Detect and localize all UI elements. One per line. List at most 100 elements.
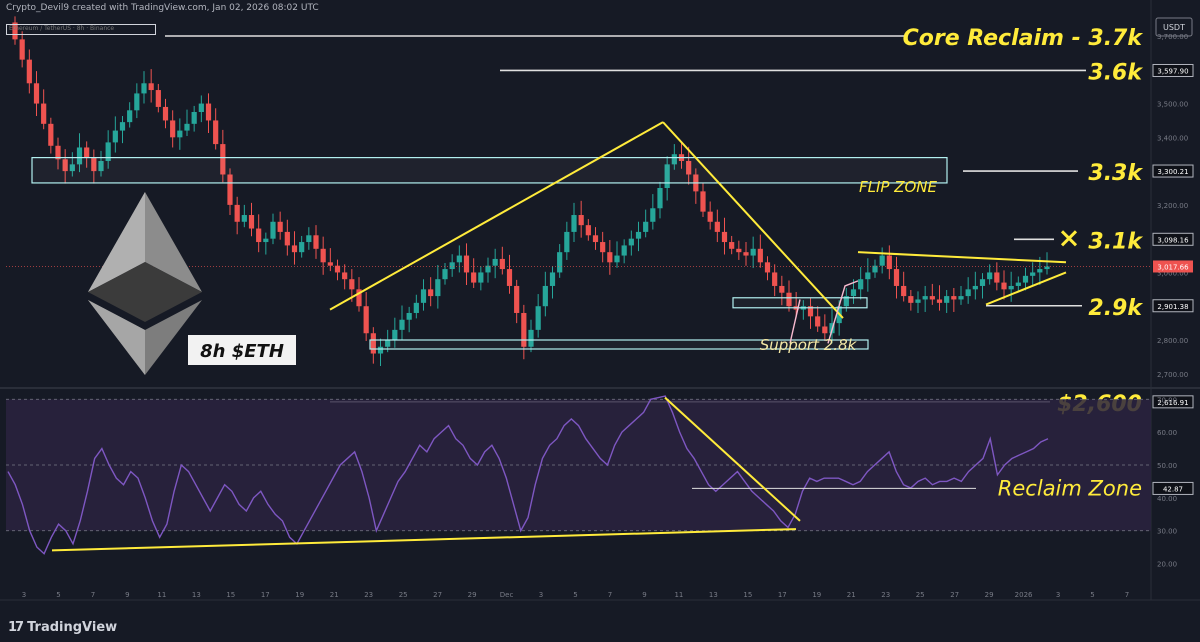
tradingview-icon: 17 [8,620,24,635]
candle-body [76,147,83,165]
candle-body [822,326,828,334]
time-tick-label: 15 [226,591,235,599]
time-tick-label: 5 [1090,591,1094,599]
candle-body [750,248,756,256]
candle-body [893,269,900,286]
price-tag-box [1152,63,1194,77]
tradingview-logo[interactable]: 17 TradingView [8,620,117,635]
candle-body [535,306,541,330]
time-tick-label: 23 [881,591,890,599]
price-tick-label: 3,500.00 [1157,101,1188,109]
flip-zone-label: FLIP ZONE [859,178,938,196]
candle-body [521,312,527,347]
candle-body [112,130,118,143]
candle-body [600,242,606,253]
rsi-tick-label: 70.00 [1157,396,1177,404]
time-tick-label: 9 [125,591,129,599]
currency-badge [1155,17,1193,37]
candle-body [406,312,412,320]
candle-body [98,160,104,172]
candle-body [571,215,577,232]
candle-body [786,292,792,307]
candle-body [442,269,448,280]
time-tick-label: 17 [778,591,787,599]
time-tick-label: 17 [261,591,270,599]
time-tick-label: 3 [22,591,26,599]
candle-body [320,248,326,263]
candle-body [994,272,1000,283]
price-tick-label: 3,000.00 [1157,269,1188,277]
candle-body [987,272,993,280]
time-tick-label: 13 [709,591,718,599]
candle-body [198,103,204,112]
candle-body [363,306,369,334]
candle-body [349,279,355,290]
candle-body [686,160,692,175]
eth-logo-icon-lower-left [88,300,145,375]
price-tick-label: 3,700.00 [1157,33,1188,41]
candle-body [843,296,849,307]
candle-body [306,235,312,243]
time-tick-label: 7 [1125,591,1129,599]
candle-body [162,106,169,121]
time-tick-label: 21 [847,591,856,599]
candle-body [729,242,735,249]
triangle-lower-line [985,271,1067,306]
eth-logo-icon-left [88,192,145,292]
candle-body [263,238,269,243]
candle-body [772,272,778,286]
bounce-arrow [789,299,801,344]
candle-body [55,145,61,160]
candle-body [1022,275,1029,283]
candle-body [33,83,40,104]
time-tick-label: 25 [916,591,925,599]
support-zone-box [369,339,869,350]
time-tick-label: 29 [985,591,994,599]
time-tick-label: 19 [812,591,821,599]
candle-body [19,39,25,60]
candle-body [643,221,649,232]
candle-body [463,255,470,273]
candle-body [499,258,505,270]
candle-body [478,272,484,283]
candle-body [48,123,54,146]
candle-body [12,22,18,40]
candle-body [435,279,441,297]
symbol-label[interactable]: Ethereum / TetherUS · 8h · Binance [6,24,156,35]
candle-body [707,211,713,222]
candle-body [334,265,341,273]
candle-body [277,221,283,232]
rsi-line [7,395,1049,555]
candle-body [958,296,964,300]
time-tick-label: Dec [500,591,514,599]
candle-body [614,255,620,263]
title-box [188,335,296,365]
candle-body [449,262,455,270]
level-label: 3.3k [1088,161,1143,186]
candle-body [342,272,348,280]
candle-body [270,221,276,239]
price-tag-label: 3,017.66 [1157,263,1189,271]
candle-body [901,285,907,297]
candle-body [557,252,563,273]
candle-body [944,296,950,303]
candle-body [413,302,419,313]
candle-body [356,289,362,307]
price-tag-box [1152,164,1194,178]
time-tick-label: 2026 [1015,591,1033,599]
candle-body [170,120,176,138]
candle-body [506,269,513,286]
candle-body [965,289,971,297]
candle-body [456,255,462,263]
candle-body [979,279,986,286]
candle-body [377,346,384,354]
time-tick-label: 3 [1056,591,1060,599]
time-tick-label: 9 [642,591,646,599]
candle-body [141,83,147,94]
candle-body [764,262,771,273]
candle-body [936,299,943,303]
candle-body [205,103,212,121]
time-tick-label: 15 [743,591,752,599]
candle-body [700,191,706,212]
